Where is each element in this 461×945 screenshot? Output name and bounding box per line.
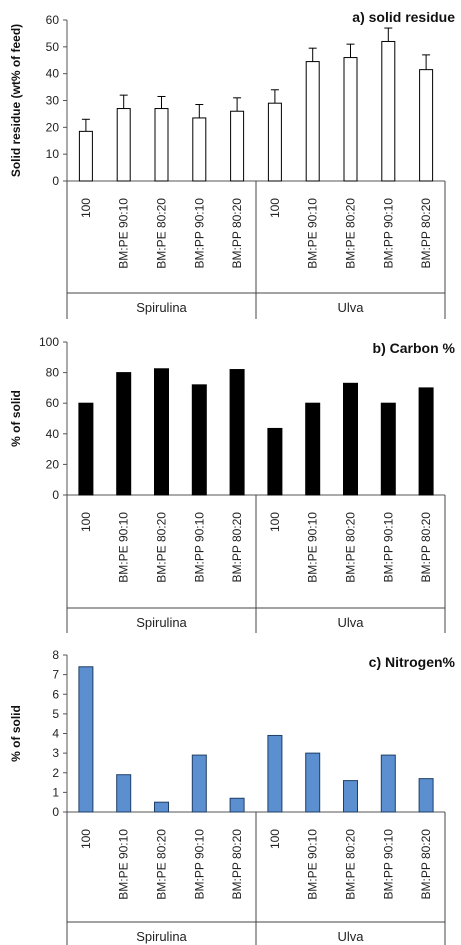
y-tick-label: 4 bbox=[52, 727, 59, 741]
bar bbox=[230, 110, 245, 182]
x-tick-label: BM:PE 80:20 bbox=[344, 512, 358, 583]
chart-panel-3: 0 1 2 3 4 5 6 7 8 100 BM:PE 90:10 BM:PE 80:20 BM:PP … bbox=[9, 648, 456, 945]
chart-title: a) solid residue bbox=[352, 9, 455, 25]
bar bbox=[154, 801, 169, 813]
y-tick-label: 2 bbox=[52, 766, 59, 780]
x-tick-label: BM:PE 90:10 bbox=[117, 512, 131, 583]
bar bbox=[343, 57, 358, 182]
x-tick-label: BM:PE 90:10 bbox=[117, 829, 131, 900]
bar bbox=[380, 754, 396, 813]
group-label: Ulva bbox=[337, 929, 364, 944]
x-tick-label: BM:PP 80:20 bbox=[419, 512, 433, 583]
group-label: Spirulina bbox=[136, 615, 187, 630]
bar bbox=[78, 666, 94, 813]
y-tick-label: 0 bbox=[52, 488, 59, 502]
x-tick-label: BM:PP 90:10 bbox=[381, 829, 395, 900]
bar bbox=[419, 69, 434, 182]
bar bbox=[305, 752, 321, 813]
bar bbox=[267, 102, 282, 182]
chart-title: c) Nitrogen% bbox=[369, 654, 456, 670]
bar bbox=[418, 387, 434, 496]
x-tick-label: BM:PE 90:10 bbox=[306, 198, 320, 269]
bar bbox=[192, 117, 207, 182]
x-tick-label: BM:PE 90:10 bbox=[117, 198, 131, 269]
bar bbox=[116, 372, 132, 496]
y-tick-label: 100 bbox=[39, 335, 59, 349]
y-tick-label: 30 bbox=[46, 94, 60, 108]
y-tick-label: 0 bbox=[52, 805, 59, 819]
x-tick-label: BM:PP 80:20 bbox=[230, 512, 244, 583]
x-tick-label: BM:PP 80:20 bbox=[230, 829, 244, 900]
group-label: Ulva bbox=[337, 615, 364, 630]
y-tick-label: 80 bbox=[46, 366, 60, 380]
bar bbox=[267, 427, 283, 496]
y-tick-label: 0 bbox=[52, 174, 59, 188]
x-tick-label: 100 bbox=[79, 198, 93, 218]
y-axis-label: % of solid bbox=[9, 390, 23, 447]
y-tick-label: 40 bbox=[46, 427, 60, 441]
x-tick-label: BM:PE 80:20 bbox=[344, 198, 358, 269]
x-tick-label: BM:PP 90:10 bbox=[381, 198, 395, 269]
bar bbox=[116, 774, 132, 813]
x-tick-label: BM:PE 80:20 bbox=[344, 829, 358, 900]
y-tick-label: 10 bbox=[46, 147, 60, 161]
x-tick-label: BM:PE 80:20 bbox=[155, 512, 169, 583]
y-tick-label: 3 bbox=[52, 746, 59, 760]
y-tick-label: 1 bbox=[52, 785, 59, 799]
x-tick-label: 100 bbox=[268, 512, 282, 532]
x-tick-label: BM:PP 90:10 bbox=[381, 512, 395, 583]
y-tick-label: 50 bbox=[46, 40, 60, 54]
bar bbox=[343, 382, 358, 496]
x-tick-label: BM:PP 80:20 bbox=[230, 198, 244, 269]
bar bbox=[191, 384, 207, 496]
y-axis-label: Solid residue (wt% of feed) bbox=[9, 24, 23, 177]
y-tick-label: 7 bbox=[52, 668, 59, 682]
group-label: Spirulina bbox=[136, 300, 187, 315]
y-tick-label: 20 bbox=[46, 120, 60, 134]
bar bbox=[229, 369, 245, 496]
bar bbox=[154, 108, 169, 182]
bar bbox=[78, 402, 94, 496]
y-axis-label: % of solid bbox=[9, 705, 23, 762]
bar bbox=[305, 61, 320, 182]
x-tick-label: BM:PP 80:20 bbox=[419, 198, 433, 269]
bar bbox=[78, 130, 93, 182]
x-tick-label: BM:PE 80:20 bbox=[155, 198, 169, 269]
y-tick-label: 60 bbox=[46, 396, 60, 410]
y-tick-label: 8 bbox=[52, 648, 59, 662]
group-label: Ulva bbox=[337, 300, 364, 315]
y-tick-label: 60 bbox=[46, 13, 60, 27]
chart-panel-1: 0 10 20 30 40 50 60 100 BM:PE 90:10 BM:PE 80:20 BM… bbox=[9, 9, 455, 319]
y-tick-label: 40 bbox=[46, 67, 60, 81]
x-tick-label: 100 bbox=[79, 829, 93, 849]
x-tick-label: BM:PE 90:10 bbox=[306, 512, 320, 583]
x-tick-label: BM:PP 90:10 bbox=[192, 512, 206, 583]
bar bbox=[116, 108, 131, 182]
bar bbox=[267, 734, 283, 813]
y-tick-label: 20 bbox=[46, 457, 60, 471]
group-label: Spirulina bbox=[136, 929, 187, 944]
y-tick-label: 5 bbox=[52, 707, 59, 721]
x-tick-label: 100 bbox=[268, 198, 282, 218]
bar bbox=[154, 368, 169, 496]
bar bbox=[229, 797, 245, 813]
y-tick-label: 6 bbox=[52, 687, 59, 701]
bar bbox=[380, 402, 396, 496]
chart-panel-2: 0 20 40 60 80 100 100 BM:PE 90:10 BM:PE 80:20 BM:… bbox=[9, 335, 456, 633]
x-tick-label: BM:PP 90:10 bbox=[192, 198, 206, 269]
bar bbox=[343, 780, 358, 813]
x-tick-label: BM:PE 90:10 bbox=[306, 829, 320, 900]
x-tick-label: BM:PP 90:10 bbox=[192, 829, 206, 900]
x-tick-label: BM:PP 80:20 bbox=[419, 829, 433, 900]
x-tick-label: BM:PE 80:20 bbox=[155, 829, 169, 900]
x-tick-label: 100 bbox=[268, 829, 282, 849]
x-tick-label: 100 bbox=[79, 512, 93, 532]
bar bbox=[191, 754, 207, 813]
bar bbox=[418, 778, 434, 813]
chart-title: b) Carbon % bbox=[373, 340, 456, 356]
bar bbox=[305, 402, 321, 496]
bar bbox=[381, 40, 396, 182]
